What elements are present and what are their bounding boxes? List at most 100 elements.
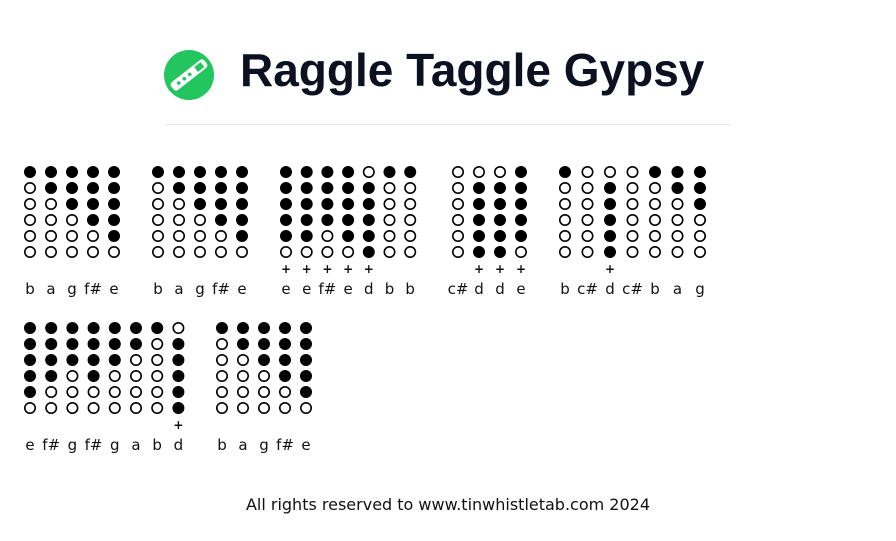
footer: All rights reserved to www.tinwhistletab… xyxy=(246,495,650,514)
hole xyxy=(299,369,312,382)
hole xyxy=(236,230,249,243)
hole xyxy=(172,353,185,366)
hole xyxy=(279,182,292,195)
hole xyxy=(257,401,270,414)
hole xyxy=(648,230,661,243)
hole xyxy=(300,246,313,259)
hole xyxy=(278,369,291,382)
hole xyxy=(451,214,464,227)
hole xyxy=(581,198,594,211)
hole xyxy=(108,198,121,211)
hole xyxy=(671,166,684,179)
hole xyxy=(362,166,375,179)
note-name: c# xyxy=(448,280,469,298)
hole xyxy=(257,369,270,382)
octave-mark: + xyxy=(302,262,312,276)
hole xyxy=(648,166,661,179)
hole xyxy=(558,166,571,179)
hole xyxy=(514,214,527,227)
octave-mark: + xyxy=(281,262,291,276)
note-name: e xyxy=(516,280,525,298)
hole xyxy=(172,385,185,398)
hole xyxy=(383,166,396,179)
hole xyxy=(66,198,79,211)
hole xyxy=(300,182,313,195)
note-name: g xyxy=(695,280,705,298)
note-name: g xyxy=(68,436,78,454)
hole xyxy=(671,214,684,227)
hole xyxy=(404,198,417,211)
note-name: f# xyxy=(85,436,103,454)
hole xyxy=(558,246,571,259)
hole xyxy=(278,321,291,334)
hole xyxy=(514,166,527,179)
note-name: f# xyxy=(42,436,60,454)
note-name: b xyxy=(560,280,570,298)
hole xyxy=(278,353,291,366)
hole xyxy=(66,353,79,366)
title: Raggle Taggle Gypsy xyxy=(240,44,705,96)
hole xyxy=(257,385,270,398)
octave-mark: + xyxy=(322,262,332,276)
hole xyxy=(108,182,121,195)
hole xyxy=(581,230,594,243)
hole xyxy=(130,337,143,350)
hole xyxy=(87,337,100,350)
hole xyxy=(342,230,355,243)
hole xyxy=(362,182,375,195)
hole xyxy=(66,182,79,195)
hole xyxy=(194,246,207,259)
hole xyxy=(237,353,250,366)
hole xyxy=(130,321,143,334)
note-name: d xyxy=(495,280,505,298)
hole xyxy=(671,198,684,211)
hole xyxy=(151,401,164,414)
hole xyxy=(151,385,164,398)
hole xyxy=(130,385,143,398)
hole xyxy=(66,166,79,179)
note-name: a xyxy=(131,436,140,454)
hole xyxy=(194,214,207,227)
note-name: g xyxy=(259,436,269,454)
hole xyxy=(237,337,250,350)
hole xyxy=(383,182,396,195)
hole xyxy=(558,214,571,227)
note-name: d xyxy=(474,280,484,298)
hole xyxy=(216,321,229,334)
hole xyxy=(236,246,249,259)
hole xyxy=(603,182,616,195)
hole xyxy=(362,198,375,211)
hole xyxy=(44,198,57,211)
note-name: f# xyxy=(212,280,230,298)
hole xyxy=(45,353,58,366)
octave-mark: + xyxy=(173,418,183,432)
hole xyxy=(44,182,57,195)
hole xyxy=(404,230,417,243)
hole xyxy=(152,198,165,211)
note-name: d xyxy=(174,436,184,454)
hole xyxy=(23,214,36,227)
note-name: g xyxy=(67,280,77,298)
hole xyxy=(693,230,706,243)
octave-mark: + xyxy=(474,262,484,276)
hole xyxy=(237,385,250,398)
hole xyxy=(451,198,464,211)
hole xyxy=(236,166,249,179)
hole xyxy=(603,166,616,179)
hole xyxy=(172,369,185,382)
hole xyxy=(581,246,594,259)
hole xyxy=(237,369,250,382)
hole xyxy=(362,246,375,259)
hole xyxy=(87,385,100,398)
hole xyxy=(383,246,396,259)
hole xyxy=(173,166,186,179)
hole xyxy=(130,401,143,414)
hole xyxy=(23,401,36,414)
hole xyxy=(23,230,36,243)
hole xyxy=(472,214,485,227)
hole xyxy=(558,230,571,243)
hole xyxy=(236,198,249,211)
hole xyxy=(404,214,417,227)
hole xyxy=(173,214,186,227)
